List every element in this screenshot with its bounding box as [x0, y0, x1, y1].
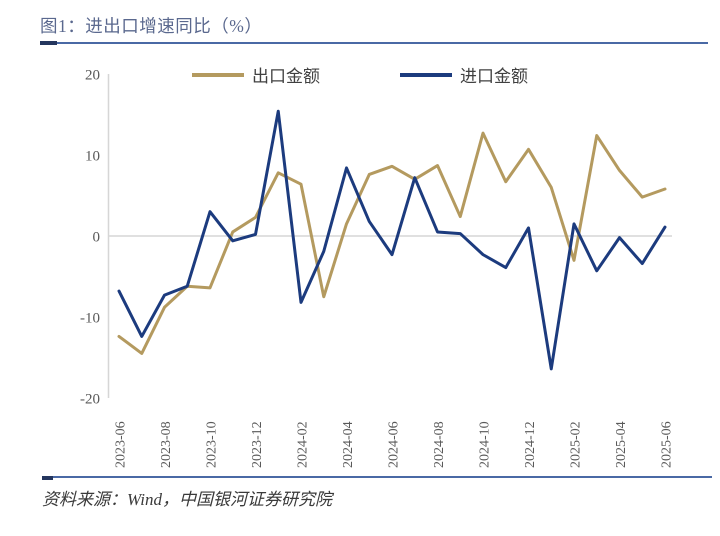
x-tick-label: 2025-06: [660, 421, 675, 468]
x-tick-label: 2023-10: [205, 421, 220, 468]
title-divider-accent: [40, 41, 57, 45]
legend-item: 出口金额: [192, 62, 320, 87]
x-tick-label: 2024-12: [523, 421, 538, 468]
footer-divider: [42, 476, 712, 480]
x-tick-label: 2023-06: [114, 421, 129, 468]
y-tick-label: 10: [85, 149, 100, 165]
x-tick-label: 2024-02: [296, 421, 311, 468]
x-tick-label: 2025-04: [614, 421, 629, 468]
legend-label: 出口金额: [252, 67, 320, 86]
figure-title: 图1：进出口增速同比（%）: [40, 16, 263, 36]
legend-item: 进口金额: [400, 62, 528, 87]
y-tick-label: -20: [80, 392, 100, 408]
source-note: 资料来源：Wind，中国银河证券研究院: [42, 490, 332, 509]
y-tick-label: 0: [93, 230, 101, 246]
import-series-line: [117, 109, 667, 371]
y-tick-label: -10: [80, 311, 100, 327]
x-tick-label: 2024-04: [341, 421, 356, 468]
legend-label: 进口金额: [460, 67, 528, 86]
x-tick-label: 2024-06: [387, 421, 402, 468]
x-tick-label: 2024-08: [432, 421, 447, 468]
x-tick-label: 2023-08: [159, 421, 174, 468]
legend-line-swatch: [400, 72, 452, 77]
title-divider: [40, 41, 708, 45]
export-series-line: [117, 131, 667, 355]
footer-divider-accent: [42, 476, 53, 480]
chart-legend: 出口金额 进口金额: [0, 62, 720, 87]
x-tick-label: 2024-10: [478, 421, 493, 468]
legend-line-swatch: [192, 72, 244, 77]
x-tick-label: 2023-12: [250, 421, 265, 468]
x-tick-label: 2025-02: [569, 421, 584, 468]
